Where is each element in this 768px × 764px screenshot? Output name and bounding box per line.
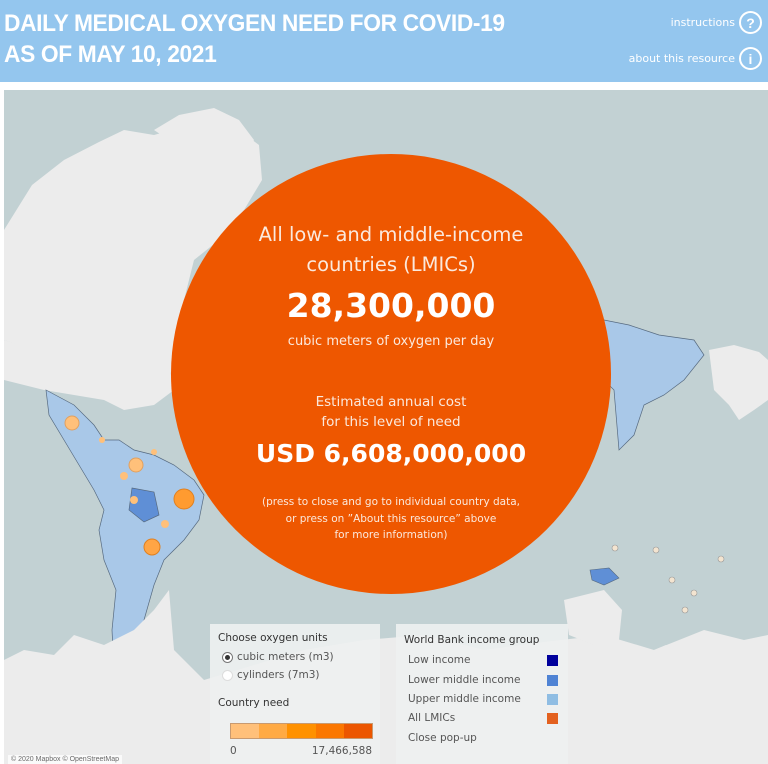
map-attribution[interactable]: © 2020 Mapbox © OpenStreetMap — [8, 755, 122, 764]
ramp-step-5 — [343, 724, 373, 738]
ramp-step-1 — [231, 724, 260, 738]
page-title: DAILY MEDICAL OXYGEN NEED FOR COVID-19 A… — [4, 8, 505, 70]
radio-cubic-meters[interactable]: cubic meters (m3) — [222, 651, 334, 663]
radio-unselected-icon — [222, 669, 233, 681]
oxygen-need-unit: cubic meters of oxygen per day — [287, 334, 495, 349]
legend-low-income-label: Low income — [408, 654, 471, 666]
country-need-color-ramp — [230, 723, 373, 739]
note-line-1: (press to close and go to individual cou… — [261, 496, 521, 508]
units-title: Choose oxygen units — [218, 632, 328, 644]
popup-instructions-note: (press to close and go to individual cou… — [171, 494, 611, 544]
popup-heading: All low- and middle-income countries (LM… — [171, 220, 611, 280]
about-resource-button[interactable]: about this resource i — [629, 47, 762, 70]
map-basemap — [4, 90, 768, 764]
legend-lower-middle-income[interactable]: Lower middle income — [408, 674, 558, 686]
ramp-min-value: 0 — [230, 745, 237, 757]
close-popup-button[interactable]: Close pop-up — [408, 732, 558, 744]
legend-upper-middle-income-label: Upper middle income — [408, 693, 521, 705]
close-popup-label: Close pop-up — [408, 732, 477, 744]
oxygen-need-value: 28,300,000 — [286, 286, 496, 325]
popup-heading-line-1: All low- and middle-income — [258, 223, 524, 246]
note-line-3: for more information) — [334, 529, 448, 541]
radio-cubic-meters-label: cubic meters (m3) — [237, 651, 334, 663]
income-group-legend-panel: World Bank income group Low income Lower… — [396, 624, 568, 764]
ramp-step-4 — [315, 724, 344, 738]
lower-middle-income-swatch — [547, 674, 558, 686]
info-icon: i — [739, 47, 762, 70]
legend-all-lmics[interactable]: All LMICs — [408, 712, 558, 724]
note-line-2: or press on ”About this resource” above — [285, 512, 497, 525]
upper-middle-income-swatch — [547, 693, 558, 705]
ramp-max-value: 17,466,588 — [311, 745, 372, 757]
cost-label-line-2: for this level of need — [321, 414, 461, 430]
radio-cylinders-label: cylinders (7m3) — [237, 669, 320, 681]
income-group-title: World Bank income group — [404, 634, 540, 646]
annual-cost-value: USD 6,608,000,000 — [255, 439, 527, 468]
radio-cylinders[interactable]: cylinders (7m3) — [222, 669, 320, 681]
legend-upper-middle-income[interactable]: Upper middle income — [408, 693, 558, 705]
legend-lower-middle-income-label: Lower middle income — [408, 674, 521, 686]
cost-label: Estimated annual cost for this level of … — [171, 392, 611, 432]
cost-label-line-1: Estimated annual cost — [315, 394, 467, 410]
lmic-summary-popup[interactable]: All low- and middle-income countries (LM… — [171, 154, 611, 594]
title-line-2: AS OF MAY 10, 2021 — [4, 41, 217, 68]
all-lmics-swatch — [547, 712, 558, 724]
radio-selected-icon — [222, 651, 233, 663]
title-line-1: DAILY MEDICAL OXYGEN NEED FOR COVID-19 — [4, 10, 505, 37]
units-legend-panel: Choose oxygen units cubic meters (m3) cy… — [210, 624, 380, 764]
about-label: about this resource — [628, 52, 735, 65]
legend-all-lmics-label: All LMICs — [408, 712, 456, 724]
header-bar: DAILY MEDICAL OXYGEN NEED FOR COVID-19 A… — [0, 0, 768, 82]
instructions-label: instructions — [670, 16, 735, 29]
popup-heading-line-2: countries (LMICs) — [306, 253, 476, 276]
question-icon: ? — [739, 11, 762, 34]
low-income-swatch — [547, 654, 558, 666]
legend-low-income[interactable]: Low income — [408, 654, 558, 666]
header-divider — [0, 82, 768, 90]
ramp-step-3 — [287, 724, 316, 738]
instructions-button[interactable]: instructions ? — [671, 11, 762, 34]
country-need-label: Country need — [218, 697, 290, 709]
ramp-step-2 — [259, 724, 288, 738]
